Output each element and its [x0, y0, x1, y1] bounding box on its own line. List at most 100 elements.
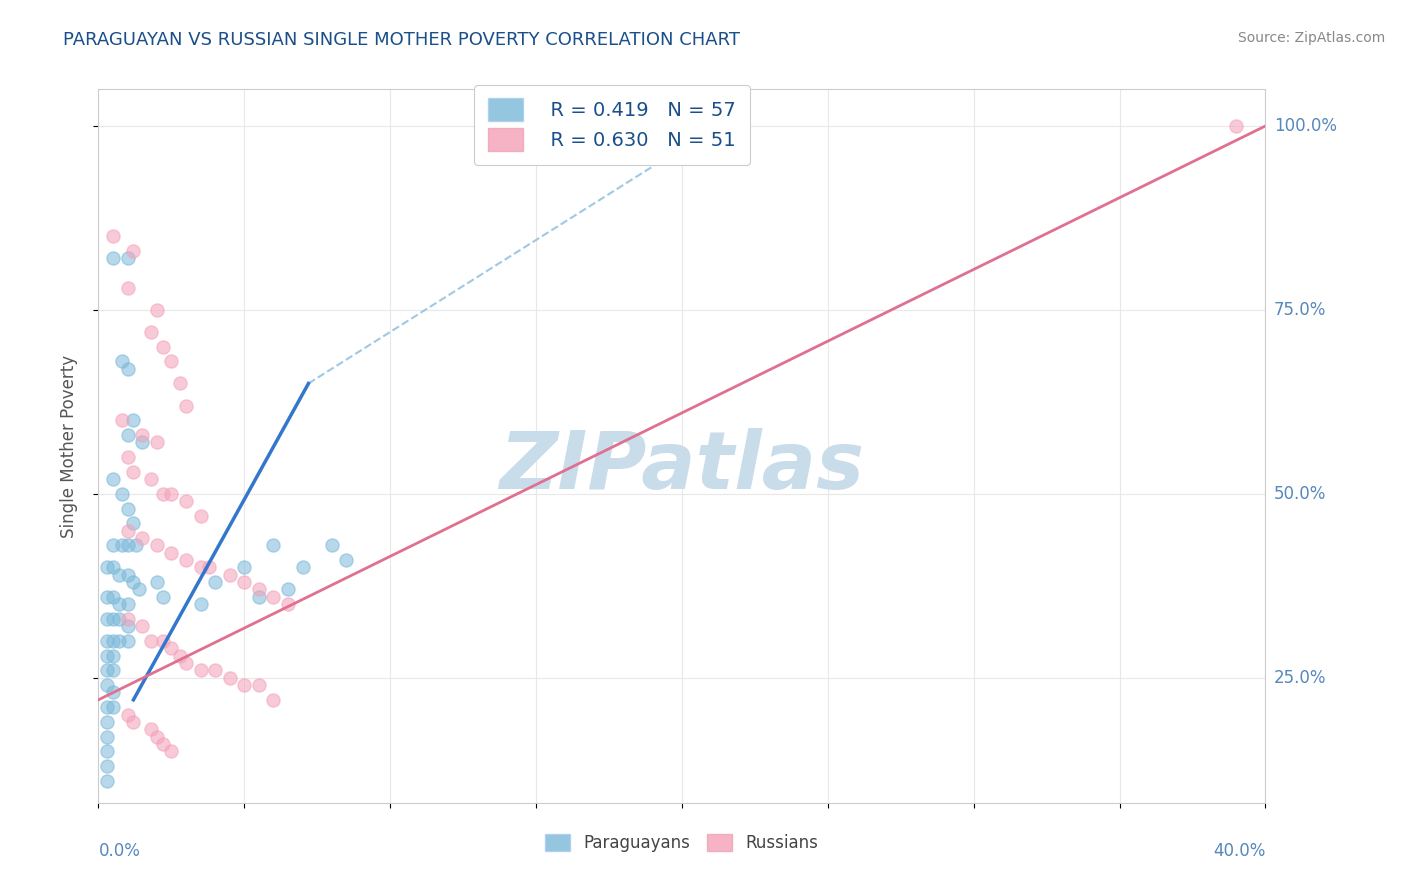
Point	[101, 634, 124, 648]
Point	[96, 648, 118, 663]
Point	[146, 538, 169, 552]
Point	[152, 590, 174, 604]
Point	[96, 759, 118, 773]
Point	[218, 567, 240, 582]
Point	[233, 575, 256, 590]
Point	[96, 730, 118, 744]
Point	[117, 612, 139, 626]
Point	[146, 435, 169, 450]
Point	[277, 597, 299, 611]
Point	[96, 590, 118, 604]
Point	[101, 685, 124, 699]
Point	[218, 671, 240, 685]
Point	[96, 700, 118, 714]
Point	[96, 560, 118, 574]
Point	[101, 664, 124, 678]
Point	[117, 567, 139, 582]
Point	[160, 641, 183, 656]
Text: 50.0%: 50.0%	[1274, 485, 1326, 503]
Point	[101, 252, 124, 266]
Point	[111, 487, 134, 501]
Point	[152, 340, 174, 354]
Text: ZIPatlas: ZIPatlas	[499, 428, 865, 507]
Y-axis label: Single Mother Poverty: Single Mother Poverty	[59, 354, 77, 538]
Point	[117, 450, 139, 464]
Point	[204, 664, 226, 678]
Point	[190, 597, 212, 611]
Legend: Paraguayans, Russians: Paraguayans, Russians	[538, 827, 825, 859]
Point	[190, 664, 212, 678]
Point	[160, 744, 183, 758]
Point	[108, 567, 131, 582]
Point	[108, 597, 131, 611]
Point	[101, 538, 124, 552]
Text: 0.0%: 0.0%	[98, 842, 141, 860]
Point	[117, 524, 139, 538]
Point	[174, 494, 197, 508]
Point	[96, 714, 118, 729]
Point	[131, 428, 153, 442]
Point	[96, 664, 118, 678]
Point	[152, 634, 174, 648]
Point	[117, 281, 139, 295]
Point	[96, 612, 118, 626]
Point	[122, 714, 145, 729]
Point	[247, 582, 270, 597]
Point	[101, 590, 124, 604]
Point	[96, 678, 118, 692]
Point	[128, 582, 150, 597]
Point	[117, 361, 139, 376]
Point	[117, 428, 139, 442]
Point	[131, 435, 153, 450]
Point	[101, 229, 124, 244]
Point	[96, 634, 118, 648]
Point	[233, 678, 256, 692]
Point	[321, 538, 343, 552]
Point	[122, 516, 145, 531]
Text: 25.0%: 25.0%	[1274, 669, 1326, 687]
Point	[117, 597, 139, 611]
Point	[190, 560, 212, 574]
Point	[108, 634, 131, 648]
Point	[291, 560, 314, 574]
Point	[146, 302, 169, 317]
Point	[117, 538, 139, 552]
Point	[262, 538, 284, 552]
Point	[335, 553, 357, 567]
Point	[117, 634, 139, 648]
Point	[101, 612, 124, 626]
Point	[160, 487, 183, 501]
Point	[117, 252, 139, 266]
Point	[96, 773, 118, 788]
Text: 40.0%: 40.0%	[1213, 842, 1265, 860]
Point	[160, 354, 183, 368]
Point	[233, 560, 256, 574]
Point	[101, 560, 124, 574]
Point	[111, 538, 134, 552]
Point	[131, 531, 153, 545]
Point	[131, 619, 153, 633]
Point	[139, 325, 162, 339]
Text: Source: ZipAtlas.com: Source: ZipAtlas.com	[1237, 31, 1385, 45]
Point	[117, 501, 139, 516]
Point	[146, 575, 169, 590]
Point	[122, 413, 145, 427]
Point	[277, 582, 299, 597]
Point	[247, 678, 270, 692]
Point	[152, 487, 174, 501]
Point	[139, 723, 162, 737]
Point	[122, 575, 145, 590]
Point	[101, 700, 124, 714]
Point	[122, 465, 145, 479]
Point	[101, 648, 124, 663]
Point	[117, 707, 139, 722]
Point	[169, 648, 191, 663]
Point	[174, 399, 197, 413]
Point	[174, 656, 197, 670]
Point	[117, 619, 139, 633]
Point	[169, 376, 191, 391]
Point	[108, 612, 131, 626]
Point	[204, 575, 226, 590]
Point	[146, 730, 169, 744]
Point	[174, 553, 197, 567]
